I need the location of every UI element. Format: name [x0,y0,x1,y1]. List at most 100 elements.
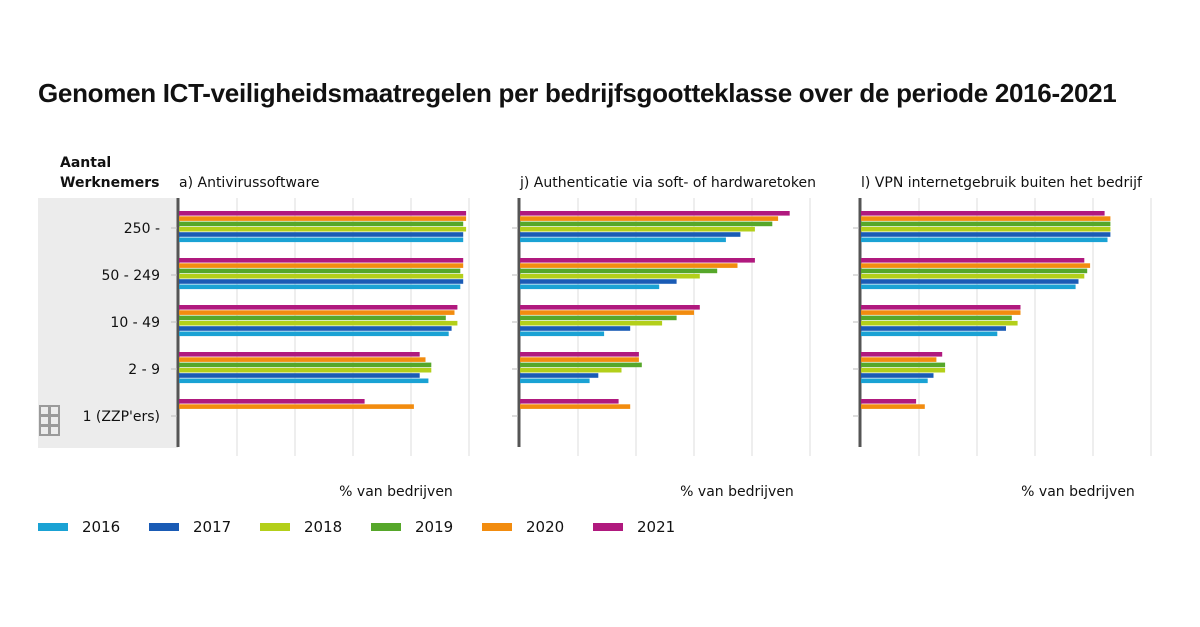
legend-item-2017: 2017 [149,518,260,536]
bar-2021 [861,352,943,357]
bar-2020 [861,216,1111,221]
bar-2016 [520,284,660,290]
category-label: 250 - [124,221,160,237]
row-header-line2: Werknemers [60,175,159,191]
bar-2016 [179,284,461,290]
bar-2021 [179,305,458,310]
bar-2016 [861,237,1108,243]
bar-2018 [520,226,755,232]
legend-swatch [482,523,512,531]
bar-2017 [179,326,452,331]
bar-2020 [520,263,738,268]
x-axis-label: % van bedrijven [680,484,794,500]
legend-item-2016: 2016 [38,518,149,536]
bar-2017 [179,279,464,284]
bar-2016 [861,284,1076,290]
bar-2019 [179,268,461,274]
legend-swatch [371,523,401,531]
bar-2017 [861,326,1006,331]
bar-2016 [179,237,464,243]
bar-2020 [520,216,779,221]
bar-2018 [861,226,1111,232]
bar-2016 [520,237,726,243]
bar-2020 [179,404,414,409]
bar-2018 [520,273,700,279]
bar-2019 [861,362,946,368]
category-label: 10 - 49 [110,315,160,331]
bar-2021 [861,399,917,404]
bar-2020 [179,263,464,268]
legend-item-2021: 2021 [593,518,704,536]
legend-label: 2016 [82,518,121,536]
bar-2021 [520,399,619,404]
bar-2016 [520,331,605,337]
bar-2019 [520,362,642,368]
bar-2020 [179,357,426,362]
cbs-logo-icon [39,405,60,436]
bar-2017 [179,232,464,237]
bar-2018 [179,273,464,279]
bar-2019 [861,315,1012,321]
bar-2019 [520,221,773,227]
bar-2017 [179,373,420,378]
legend-swatch [38,523,68,531]
bar-2019 [861,268,1088,274]
bar-2021 [520,352,639,357]
bar-2020 [861,357,937,362]
legend-label: 2019 [415,518,454,536]
bar-2020 [861,310,1021,315]
row-header-line1: Aantal [60,155,111,171]
category-label: 1 (ZZP'ers) [83,409,160,425]
legend-label: 2017 [193,518,232,536]
panel-title: l) VPN internetgebruik buiten het bedrij… [861,175,1143,191]
bar-2016 [179,331,449,337]
category-label: 50 - 249 [102,268,161,284]
bar-2017 [861,373,934,378]
bar-2021 [520,258,755,263]
bar-2021 [861,305,1021,310]
bar-2021 [179,211,467,216]
bar-2018 [179,367,432,373]
bar-2019 [520,268,718,274]
bar-2020 [861,263,1091,268]
panel-title: j) Authenticatie via soft- of hardwareto… [519,175,816,191]
legend-label: 2018 [304,518,343,536]
bar-2020 [520,357,639,362]
category-label: 2 - 9 [128,362,160,378]
bar-2018 [861,367,946,373]
legend-label: 2020 [526,518,565,536]
legend-item-2018: 2018 [260,518,371,536]
legend-item-2019: 2019 [371,518,482,536]
bar-2019 [179,221,464,227]
bar-2019 [861,221,1111,227]
legend: 2016 2017 2018 2019 2020 2021 [38,518,704,536]
legend-label: 2021 [637,518,676,536]
bar-2020 [520,404,631,409]
bar-2020 [520,310,694,315]
bar-2018 [179,226,467,232]
x-axis-label: % van bedrijven [339,484,453,500]
legend-swatch [593,523,623,531]
bar-2021 [861,258,1085,263]
bar-2020 [861,404,925,409]
bar-2016 [179,378,429,384]
bar-2018 [179,320,458,326]
bar-2017 [520,279,677,284]
bar-2018 [861,320,1018,326]
bar-2020 [179,310,455,315]
bar-2021 [179,399,365,404]
bar-2019 [520,315,677,321]
bar-2016 [861,331,998,337]
bar-2021 [179,352,420,357]
bar-2017 [520,232,741,237]
bar-2020 [179,216,467,221]
bar-2018 [520,367,622,373]
legend-item-2020: 2020 [482,518,593,536]
category-band [38,198,178,448]
legend-swatch [260,523,290,531]
bar-2016 [861,378,928,384]
bar-2017 [520,373,599,378]
bar-2017 [861,232,1111,237]
legend-swatch [149,523,179,531]
